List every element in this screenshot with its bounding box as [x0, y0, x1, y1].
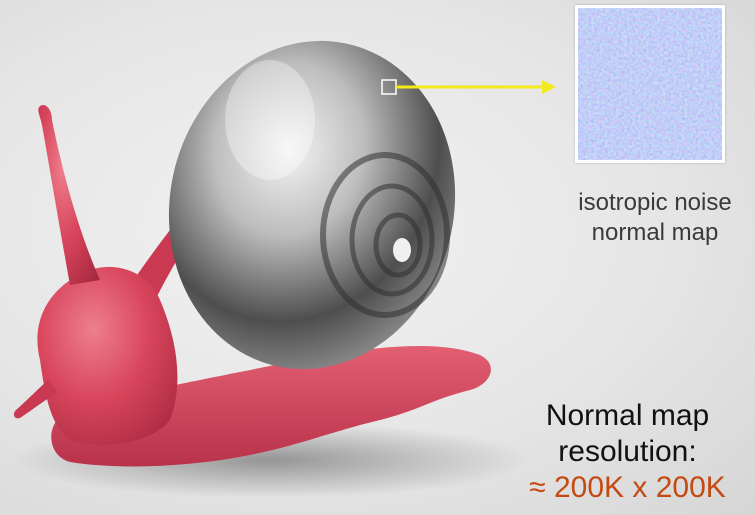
caption-line-2: normal map: [591, 219, 719, 246]
near-tentacle: [38, 104, 100, 285]
resolution-label: Normal map resolution: ≈ 200K x 200K: [505, 398, 750, 506]
resolution-value: ≈ 200K x 200K: [529, 471, 726, 504]
shell-spiral: [320, 152, 450, 318]
snail-head: [37, 266, 178, 445]
caption-line-1: isotropic noise: [578, 189, 732, 216]
normal-map-texture: [578, 8, 722, 160]
normal-map-inset: [575, 5, 725, 163]
snail-foot: [51, 345, 491, 467]
snail-shell: [168, 40, 456, 370]
resolution-line-2: resolution:: [558, 435, 697, 468]
lower-feeler: [13, 380, 58, 419]
normal-map-caption: isotropic noise normal map: [560, 188, 750, 248]
pointer-arrow-head: [542, 80, 556, 94]
resolution-line-1: Normal map: [545, 399, 710, 432]
